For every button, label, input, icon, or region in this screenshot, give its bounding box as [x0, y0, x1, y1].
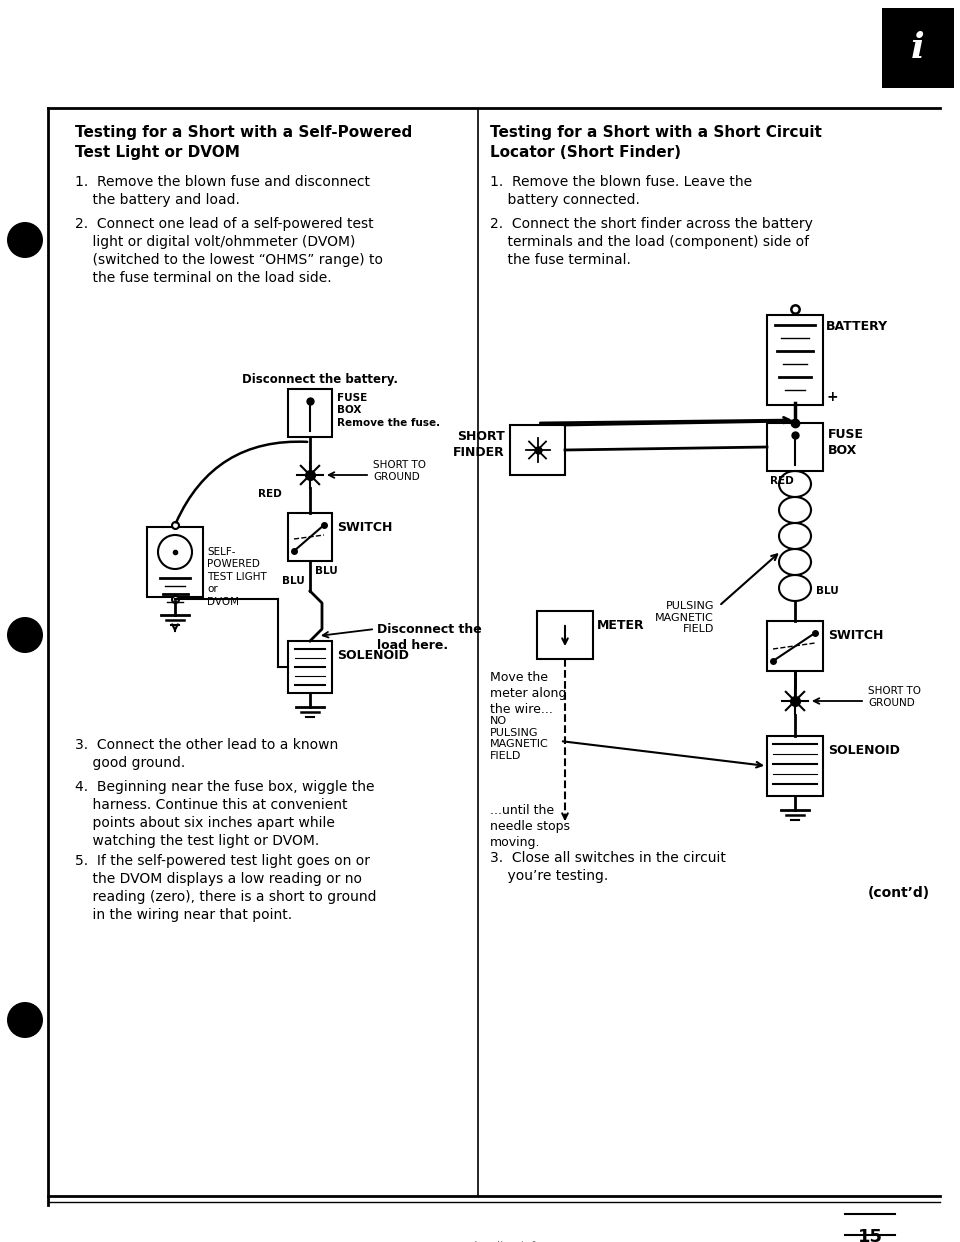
- Circle shape: [7, 1002, 43, 1038]
- Text: SOLENOID: SOLENOID: [337, 650, 409, 662]
- Bar: [288, 389, 332, 437]
- Bar: [882, 7, 954, 88]
- Text: FUSE
BOX
Remove the fuse.: FUSE BOX Remove the fuse.: [337, 392, 440, 427]
- Bar: [767, 424, 823, 471]
- Text: SELF-
POWERED
TEST LIGHT
or
DVOM: SELF- POWERED TEST LIGHT or DVOM: [207, 546, 267, 606]
- Text: 15: 15: [857, 1228, 882, 1242]
- Text: SOLENOID: SOLENOID: [828, 744, 900, 758]
- Text: BATTERY: BATTERY: [826, 320, 888, 333]
- Text: METER: METER: [597, 619, 644, 632]
- Text: SHORT TO
GROUND: SHORT TO GROUND: [868, 686, 921, 708]
- Text: SWITCH: SWITCH: [828, 628, 883, 642]
- Text: 5.  If the self-powered test light goes on or
    the DVOM displays a low readin: 5. If the self-powered test light goes o…: [75, 854, 376, 922]
- Text: SWITCH: SWITCH: [337, 520, 393, 534]
- Text: NO
PULSING
MAGNETIC
FIELD: NO PULSING MAGNETIC FIELD: [490, 715, 549, 761]
- Text: 1.  Remove the blown fuse and disconnect
    the battery and load.: 1. Remove the blown fuse and disconnect …: [75, 175, 370, 207]
- Bar: [767, 737, 823, 796]
- Text: Testing for a Short with a Self-Powered
Test Light or DVOM: Testing for a Short with a Self-Powered …: [75, 125, 412, 160]
- Text: RED: RED: [258, 489, 282, 499]
- Text: SHORT
FINDER: SHORT FINDER: [453, 430, 505, 460]
- Text: Disconnect the battery.: Disconnect the battery.: [242, 373, 398, 386]
- Text: BLU: BLU: [282, 576, 305, 586]
- Text: 3.  Close all switches in the circuit
    you’re testing.: 3. Close all switches in the circuit you…: [490, 851, 726, 883]
- Text: ...until the
needle stops
moving.: ...until the needle stops moving.: [490, 804, 570, 850]
- Text: Testing for a Short with a Short Circuit
Locator (Short Finder): Testing for a Short with a Short Circuit…: [490, 125, 822, 160]
- Text: PULSING
MAGNETIC
FIELD: PULSING MAGNETIC FIELD: [656, 601, 714, 635]
- Bar: [537, 611, 593, 660]
- Bar: [510, 425, 565, 474]
- Text: 2.  Connect the short finder across the battery
    terminals and the load (comp: 2. Connect the short finder across the b…: [490, 217, 813, 267]
- Text: 1.  Remove the blown fuse. Leave the
    battery connected.: 1. Remove the blown fuse. Leave the batt…: [490, 175, 752, 207]
- Circle shape: [7, 222, 43, 258]
- Text: 2.  Connect one lead of a self-powered test
    light or digital volt/ohmmeter (: 2. Connect one lead of a self-powered te…: [75, 217, 383, 284]
- Bar: [288, 641, 332, 693]
- Bar: [767, 315, 823, 405]
- Circle shape: [158, 535, 192, 569]
- Text: 4.  Beginning near the fuse box, wiggle the
    harness. Continue this at conven: 4. Beginning near the fuse box, wiggle t…: [75, 780, 374, 847]
- Bar: [767, 621, 823, 671]
- Text: BLU: BLU: [315, 566, 338, 576]
- Bar: [147, 527, 203, 597]
- Bar: [288, 513, 332, 561]
- Text: BLU: BLU: [816, 586, 839, 596]
- Text: Disconnect the
load here.: Disconnect the load here.: [377, 623, 482, 652]
- Text: i: i: [911, 31, 924, 65]
- Text: RED: RED: [770, 476, 794, 486]
- Text: (cont’d): (cont’d): [868, 886, 930, 900]
- Circle shape: [7, 617, 43, 653]
- Text: FUSE
BOX: FUSE BOX: [828, 428, 864, 457]
- Text: 3.  Connect the other lead to a known
    good ground.: 3. Connect the other lead to a known goo…: [75, 738, 338, 770]
- Text: +: +: [826, 390, 838, 404]
- Text: SHORT TO
GROUND: SHORT TO GROUND: [373, 461, 426, 482]
- Text: Move the
meter along
the wire...: Move the meter along the wire...: [490, 671, 566, 715]
